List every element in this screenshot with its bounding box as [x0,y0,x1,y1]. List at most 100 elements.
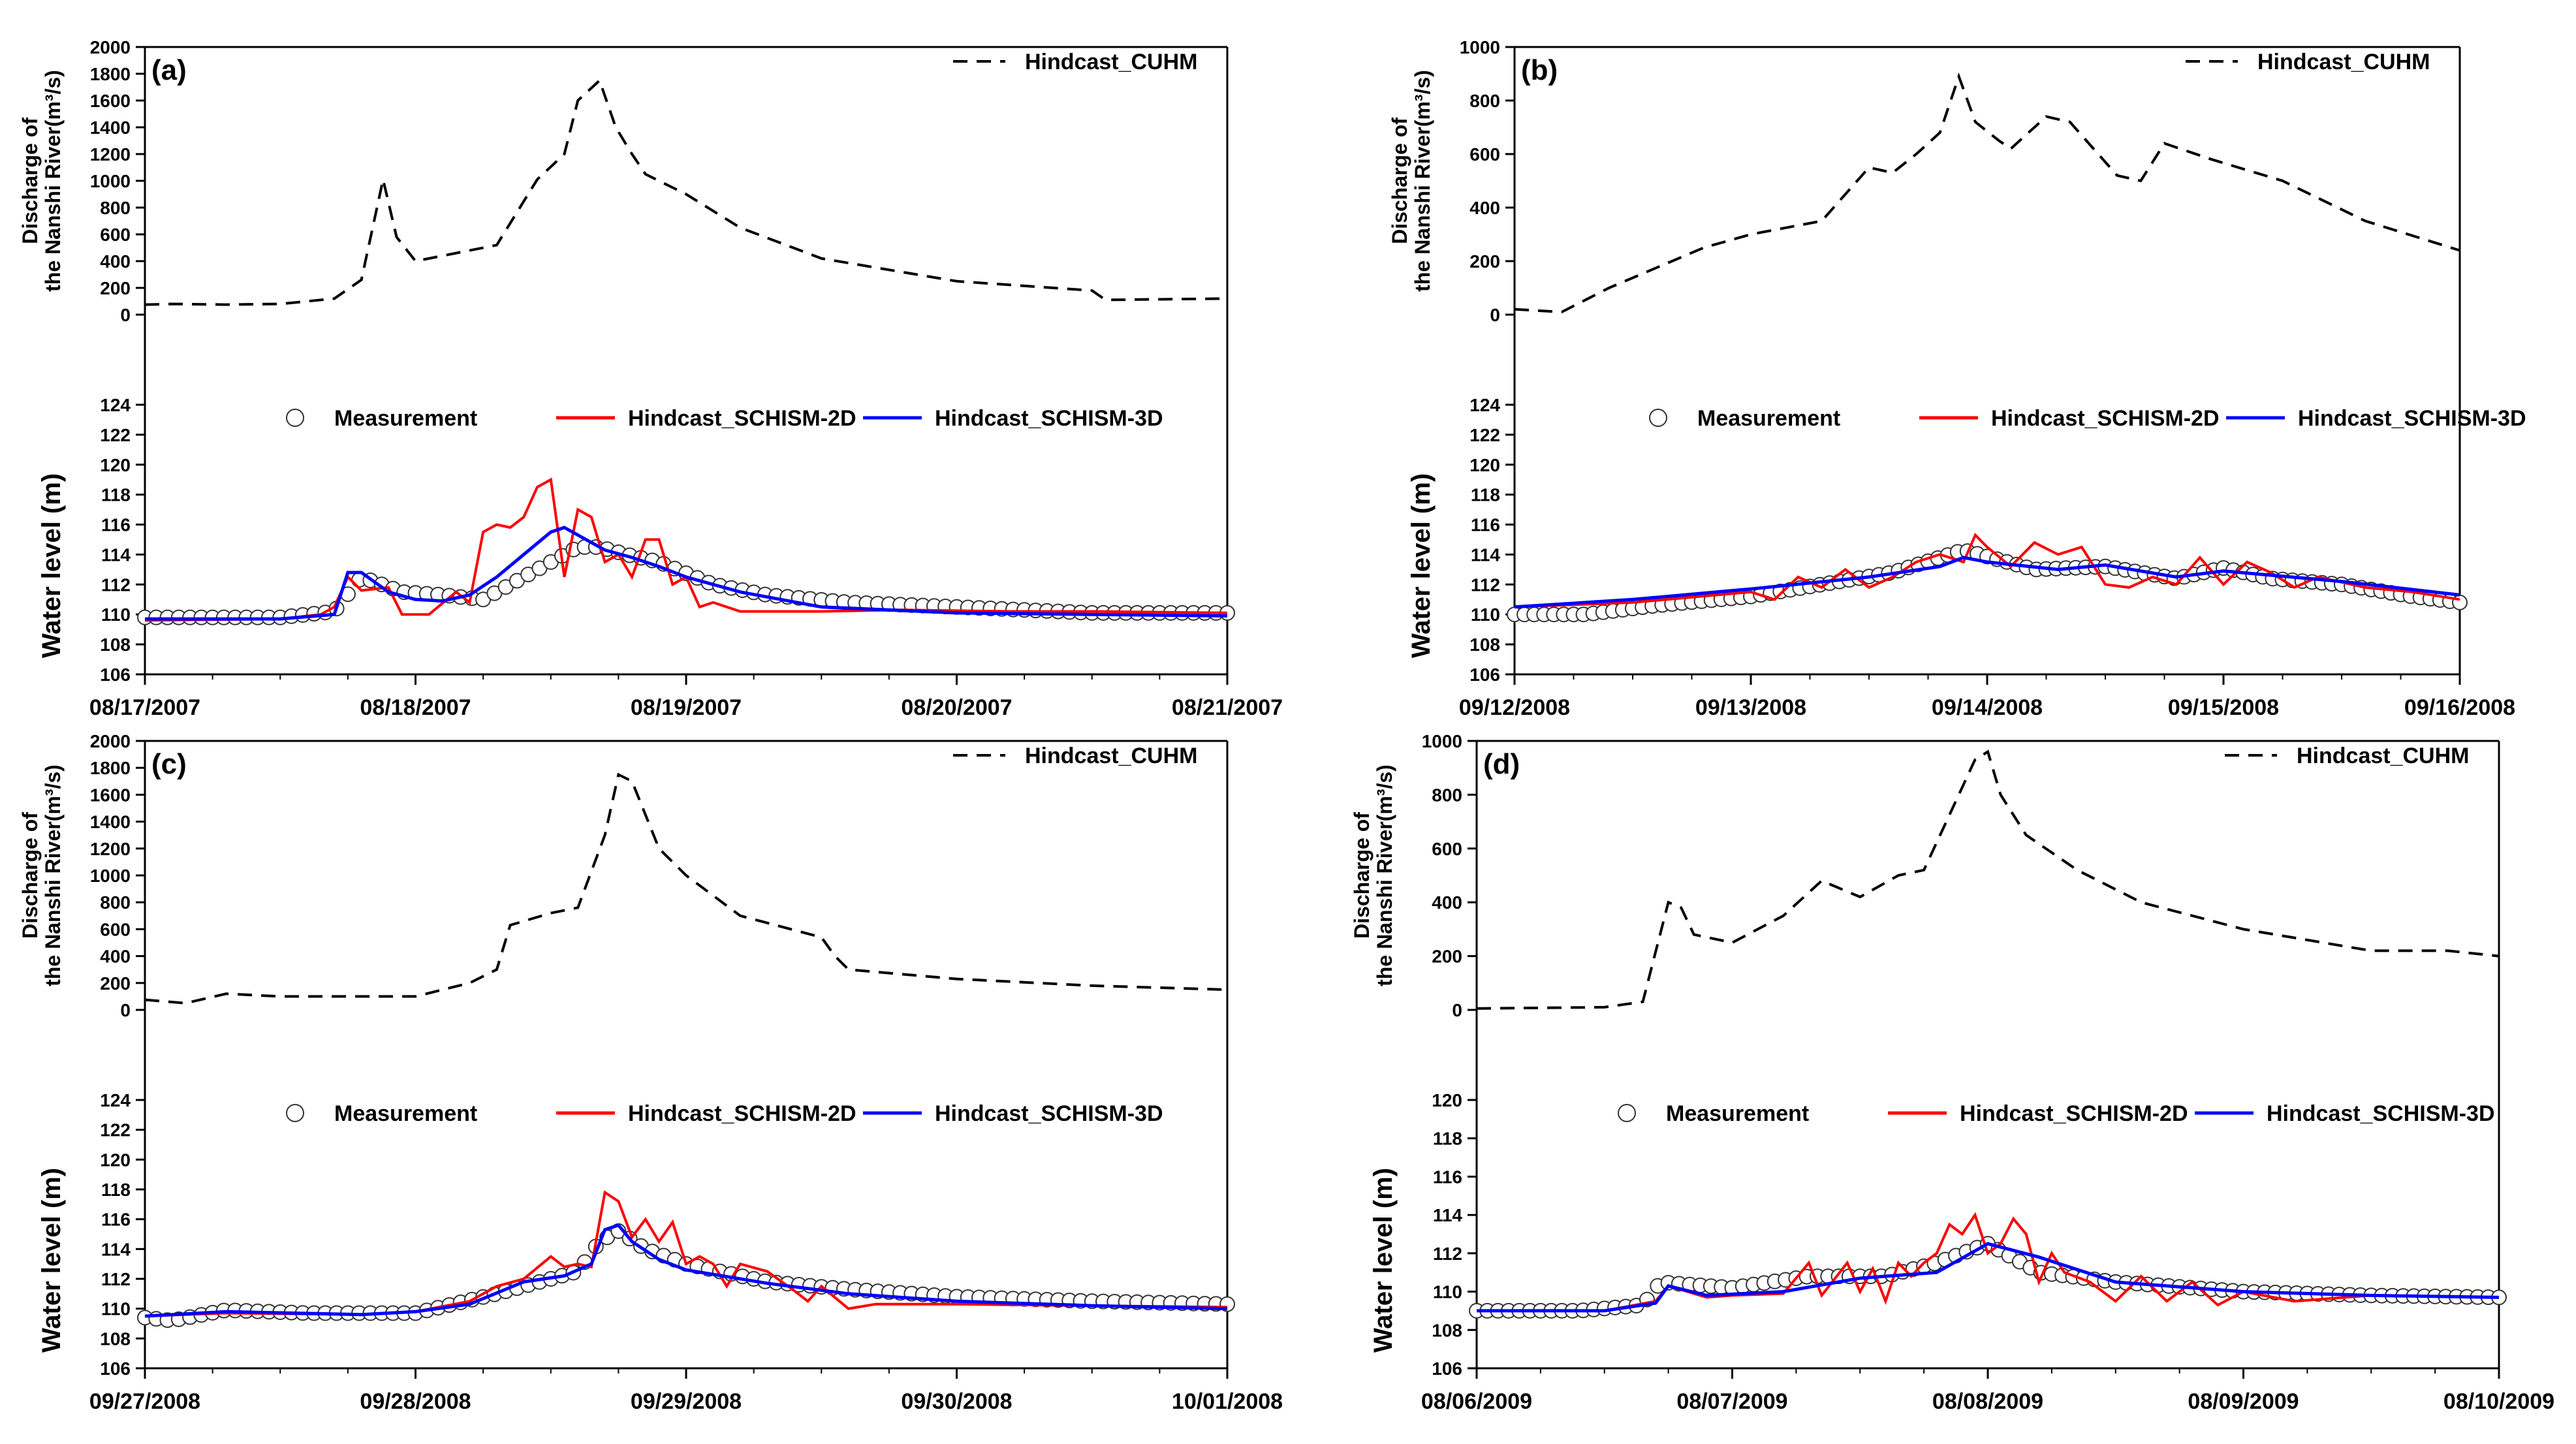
xtick-label: 08/17/2007 [89,695,200,720]
water-ytick-label: 114 [101,1239,131,1259]
water-ytick-label: 114 [101,544,131,565]
water-ytick-label: 108 [1469,635,1500,655]
xtick-label: 09/27/2008 [89,1389,200,1414]
discharge-ytick-label: 600 [1469,144,1500,165]
discharge-ytick-label: 800 [100,892,131,913]
legend-cuhm-label: Hindcast_CUHM [1025,744,1197,768]
xtick-label: 09/12/2008 [1459,695,1570,720]
water-ylabel: Water level (m) [1369,1168,1398,1353]
water-ytick-label: 124 [1469,395,1500,415]
water-ytick-label: 116 [1433,1167,1462,1187]
xtick-label: 08/19/2007 [631,695,742,720]
water-ytick-label: 110 [101,1299,131,1319]
discharge-ylabel-line2: the Nanshi River(m³/s) [1411,70,1434,292]
water-ylabel: Water level (m) [37,1168,66,1353]
water-ytick-label: 116 [101,1210,131,1230]
schism-2d-line [1514,533,2460,608]
legend-2d-label: Hindcast_SCHISM-2D [1991,406,2220,431]
water-ytick-label: 118 [101,1180,131,1200]
schism-3d-line [1514,556,2460,609]
water-ytick-label: 122 [1469,425,1500,445]
xtick-label: 09/29/2008 [631,1389,742,1414]
water-ytick-label: 120 [1432,1090,1462,1110]
xtick-label: 08/21/2007 [1172,695,1283,720]
discharge-ytick-label: 1000 [90,866,131,886]
panel-b: (b) 0 200 400 600 800 1000 Discharge of the Nans… [1388,37,2526,720]
xtick-label: 10/01/2008 [1172,1389,1283,1414]
xtick-label: 09/13/2008 [1695,695,1806,720]
panel-label: (c) [151,748,187,780]
discharge-ytick-label: 1600 [90,785,131,805]
xtick-label: 09/16/2008 [2404,695,2515,720]
water-ytick-label: 118 [1433,1129,1462,1149]
water-ytick-label: 118 [101,485,131,505]
cuhm-discharge-line [1476,749,2500,1010]
legend-measurement-label: Measurement [1697,406,1840,431]
discharge-ylabel-line2: the Nanshi River(m³/s) [41,70,65,292]
panel-label: (b) [1521,54,1558,86]
discharge-ytick-label: 1800 [90,64,131,84]
water-ytick-label: 120 [1469,455,1500,475]
xtick-label: 08/20/2007 [901,695,1012,720]
discharge-ytick-label: 400 [1469,198,1500,218]
water-ytick-label: 120 [100,1150,131,1170]
water-ytick-label: 114 [1471,544,1501,565]
discharge-ytick-label: 1000 [1422,731,1462,751]
discharge-ytick-label: 800 [1469,91,1500,111]
discharge-ytick-label: 200 [1469,251,1500,272]
discharge-ylabel-line1: Discharge of [18,118,42,244]
discharge-ylabel-line1: Discharge of [1350,812,1374,939]
legend-3d-label: Hindcast_SCHISM-3D [2267,1101,2495,1126]
discharge-ytick-label: 0 [1490,305,1500,325]
panel-a: (a) 0 200 400 600 800 1000 1200 1400 1600 1800 2000… [18,37,1283,720]
discharge-ytick-label: 200 [100,278,131,298]
schism-3d-line [144,1223,1228,1318]
water-ytick-label: 120 [100,455,131,475]
discharge-ytick-label: 2000 [90,731,131,751]
panel-d: (d) 0 200 400 600 800 1000 Discharge of the Nans… [1350,731,2554,1414]
legend-measurement-marker [286,1104,304,1122]
discharge-ytick-label: 600 [100,225,131,245]
legend-cuhm-label: Hindcast_CUHM [1025,50,1197,74]
panel-label: (d) [1483,748,1520,780]
discharge-ytick-label: 400 [1432,892,1462,913]
water-ytick-label: 112 [101,1269,131,1289]
legend-measurement-label: Measurement [334,406,477,431]
discharge-ytick-label: 1400 [90,812,131,832]
legend-measurement-marker [1618,1104,1636,1122]
water-ytick-label: 108 [100,1328,131,1349]
legend-measurement-label: Measurement [334,1101,477,1126]
legend-3d-label: Hindcast_SCHISM-3D [935,406,1163,431]
discharge-ytick-label: 1600 [90,91,131,111]
xtick-label: 08/08/2009 [1932,1389,2043,1414]
water-ytick-label: 122 [100,425,131,445]
legend-measurement-marker [286,409,304,427]
discharge-ytick-label: 600 [100,919,131,939]
water-ytick-label: 106 [1469,665,1500,685]
legend-cuhm-label: Hindcast_CUHM [2257,50,2430,74]
xtick-label: 08/10/2009 [2443,1389,2554,1414]
discharge-ytick-label: 1400 [90,118,131,138]
water-ytick-label: 112 [1471,574,1500,595]
water-ytick-label: 106 [100,1358,131,1379]
water-ytick-label: 110 [1471,604,1500,625]
discharge-ytick-label: 1000 [1460,37,1500,57]
cuhm-discharge-line [144,78,1228,306]
discharge-ytick-label: 0 [120,305,131,325]
xtick-label: 08/18/2007 [360,695,471,720]
water-ytick-label: 124 [100,1090,131,1110]
water-ytick-label: 122 [100,1120,131,1140]
legend-2d-label: Hindcast_SCHISM-2D [1960,1101,2188,1126]
measurement-series [1507,543,2468,623]
xtick-label: 08/07/2009 [1676,1389,1787,1414]
discharge-ytick-label: 400 [100,947,131,967]
discharge-ytick-label: 600 [1432,839,1462,859]
discharge-ylabel-line1: Discharge of [1388,118,1411,244]
discharge-ytick-label: 400 [100,251,131,272]
water-ytick-label: 110 [101,604,131,625]
schism-3d-line [145,526,1228,621]
legend-cuhm-label: Hindcast_CUHM [2297,744,2469,768]
discharge-ytick-label: 2000 [90,37,131,57]
panel-c: (c) 0 200 400 600 800 1000 1200 1400 1600 1800 2000… [18,731,1283,1414]
xtick-label: 09/15/2008 [2168,695,2279,720]
